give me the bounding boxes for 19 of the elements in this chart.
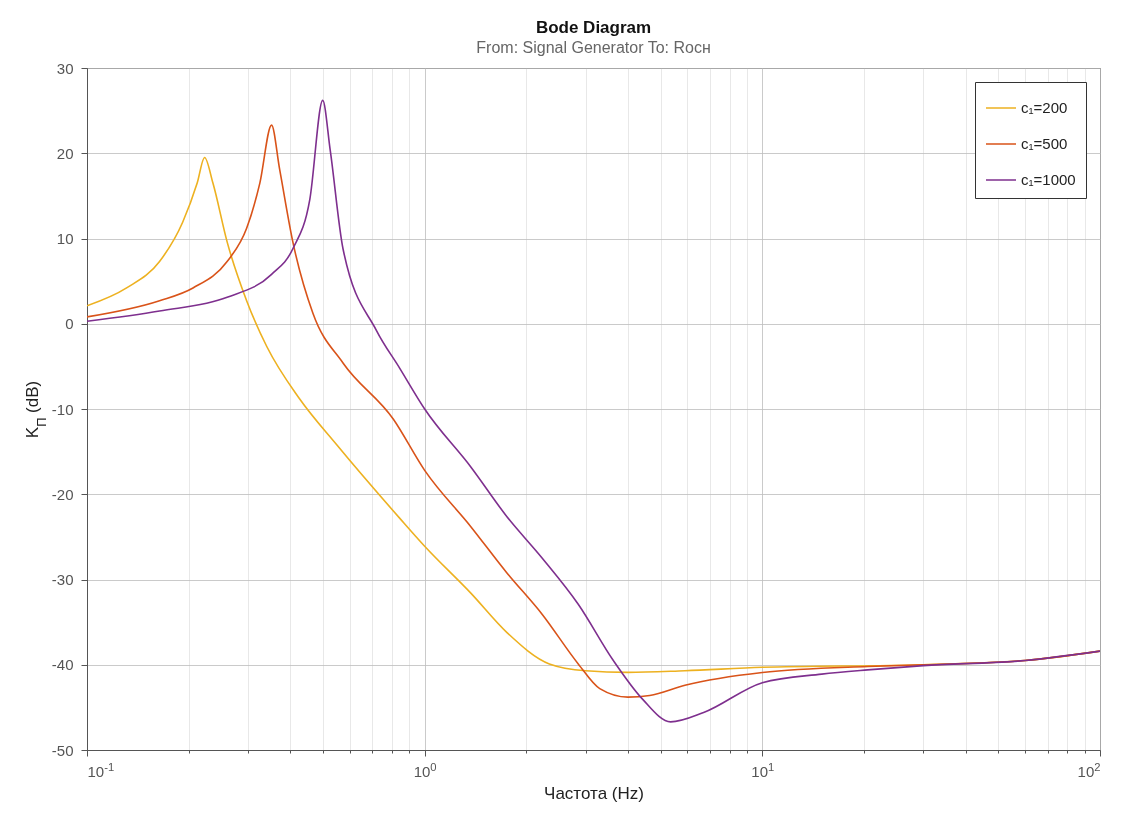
x-axis-title: Частота (Hz) bbox=[544, 783, 644, 803]
y-tick-label: 0 bbox=[65, 315, 74, 333]
y-tick-label: -20 bbox=[51, 485, 74, 503]
y-tick-label: -10 bbox=[51, 400, 74, 418]
y-tick-label: 10 bbox=[56, 230, 74, 247]
y-tick-label: -40 bbox=[51, 656, 74, 674]
y-tick-label: -30 bbox=[51, 571, 74, 588]
x-tick-label: 10$^{1}$ bbox=[751, 760, 775, 780]
y-tick-label: 30 bbox=[56, 59, 74, 77]
y-tick-label: 20 bbox=[56, 144, 74, 162]
chart-title: Bode Diagram bbox=[535, 18, 652, 37]
chart-subtitle: From: Signal Generator To: Rocн bbox=[476, 39, 711, 56]
x-tick-label: 10$^{2}$ bbox=[1077, 760, 1101, 780]
legend-label: c₁=500 bbox=[1021, 135, 1068, 152]
y-tick-label: -50 bbox=[51, 741, 74, 759]
x-tick-label: 10$^{0}$ bbox=[413, 760, 437, 780]
legend-label: c₁=200 bbox=[1021, 99, 1068, 116]
legend-label: c₁=1000 bbox=[1021, 171, 1076, 188]
x-tick-label: 10$^{-1}$ bbox=[87, 760, 115, 780]
